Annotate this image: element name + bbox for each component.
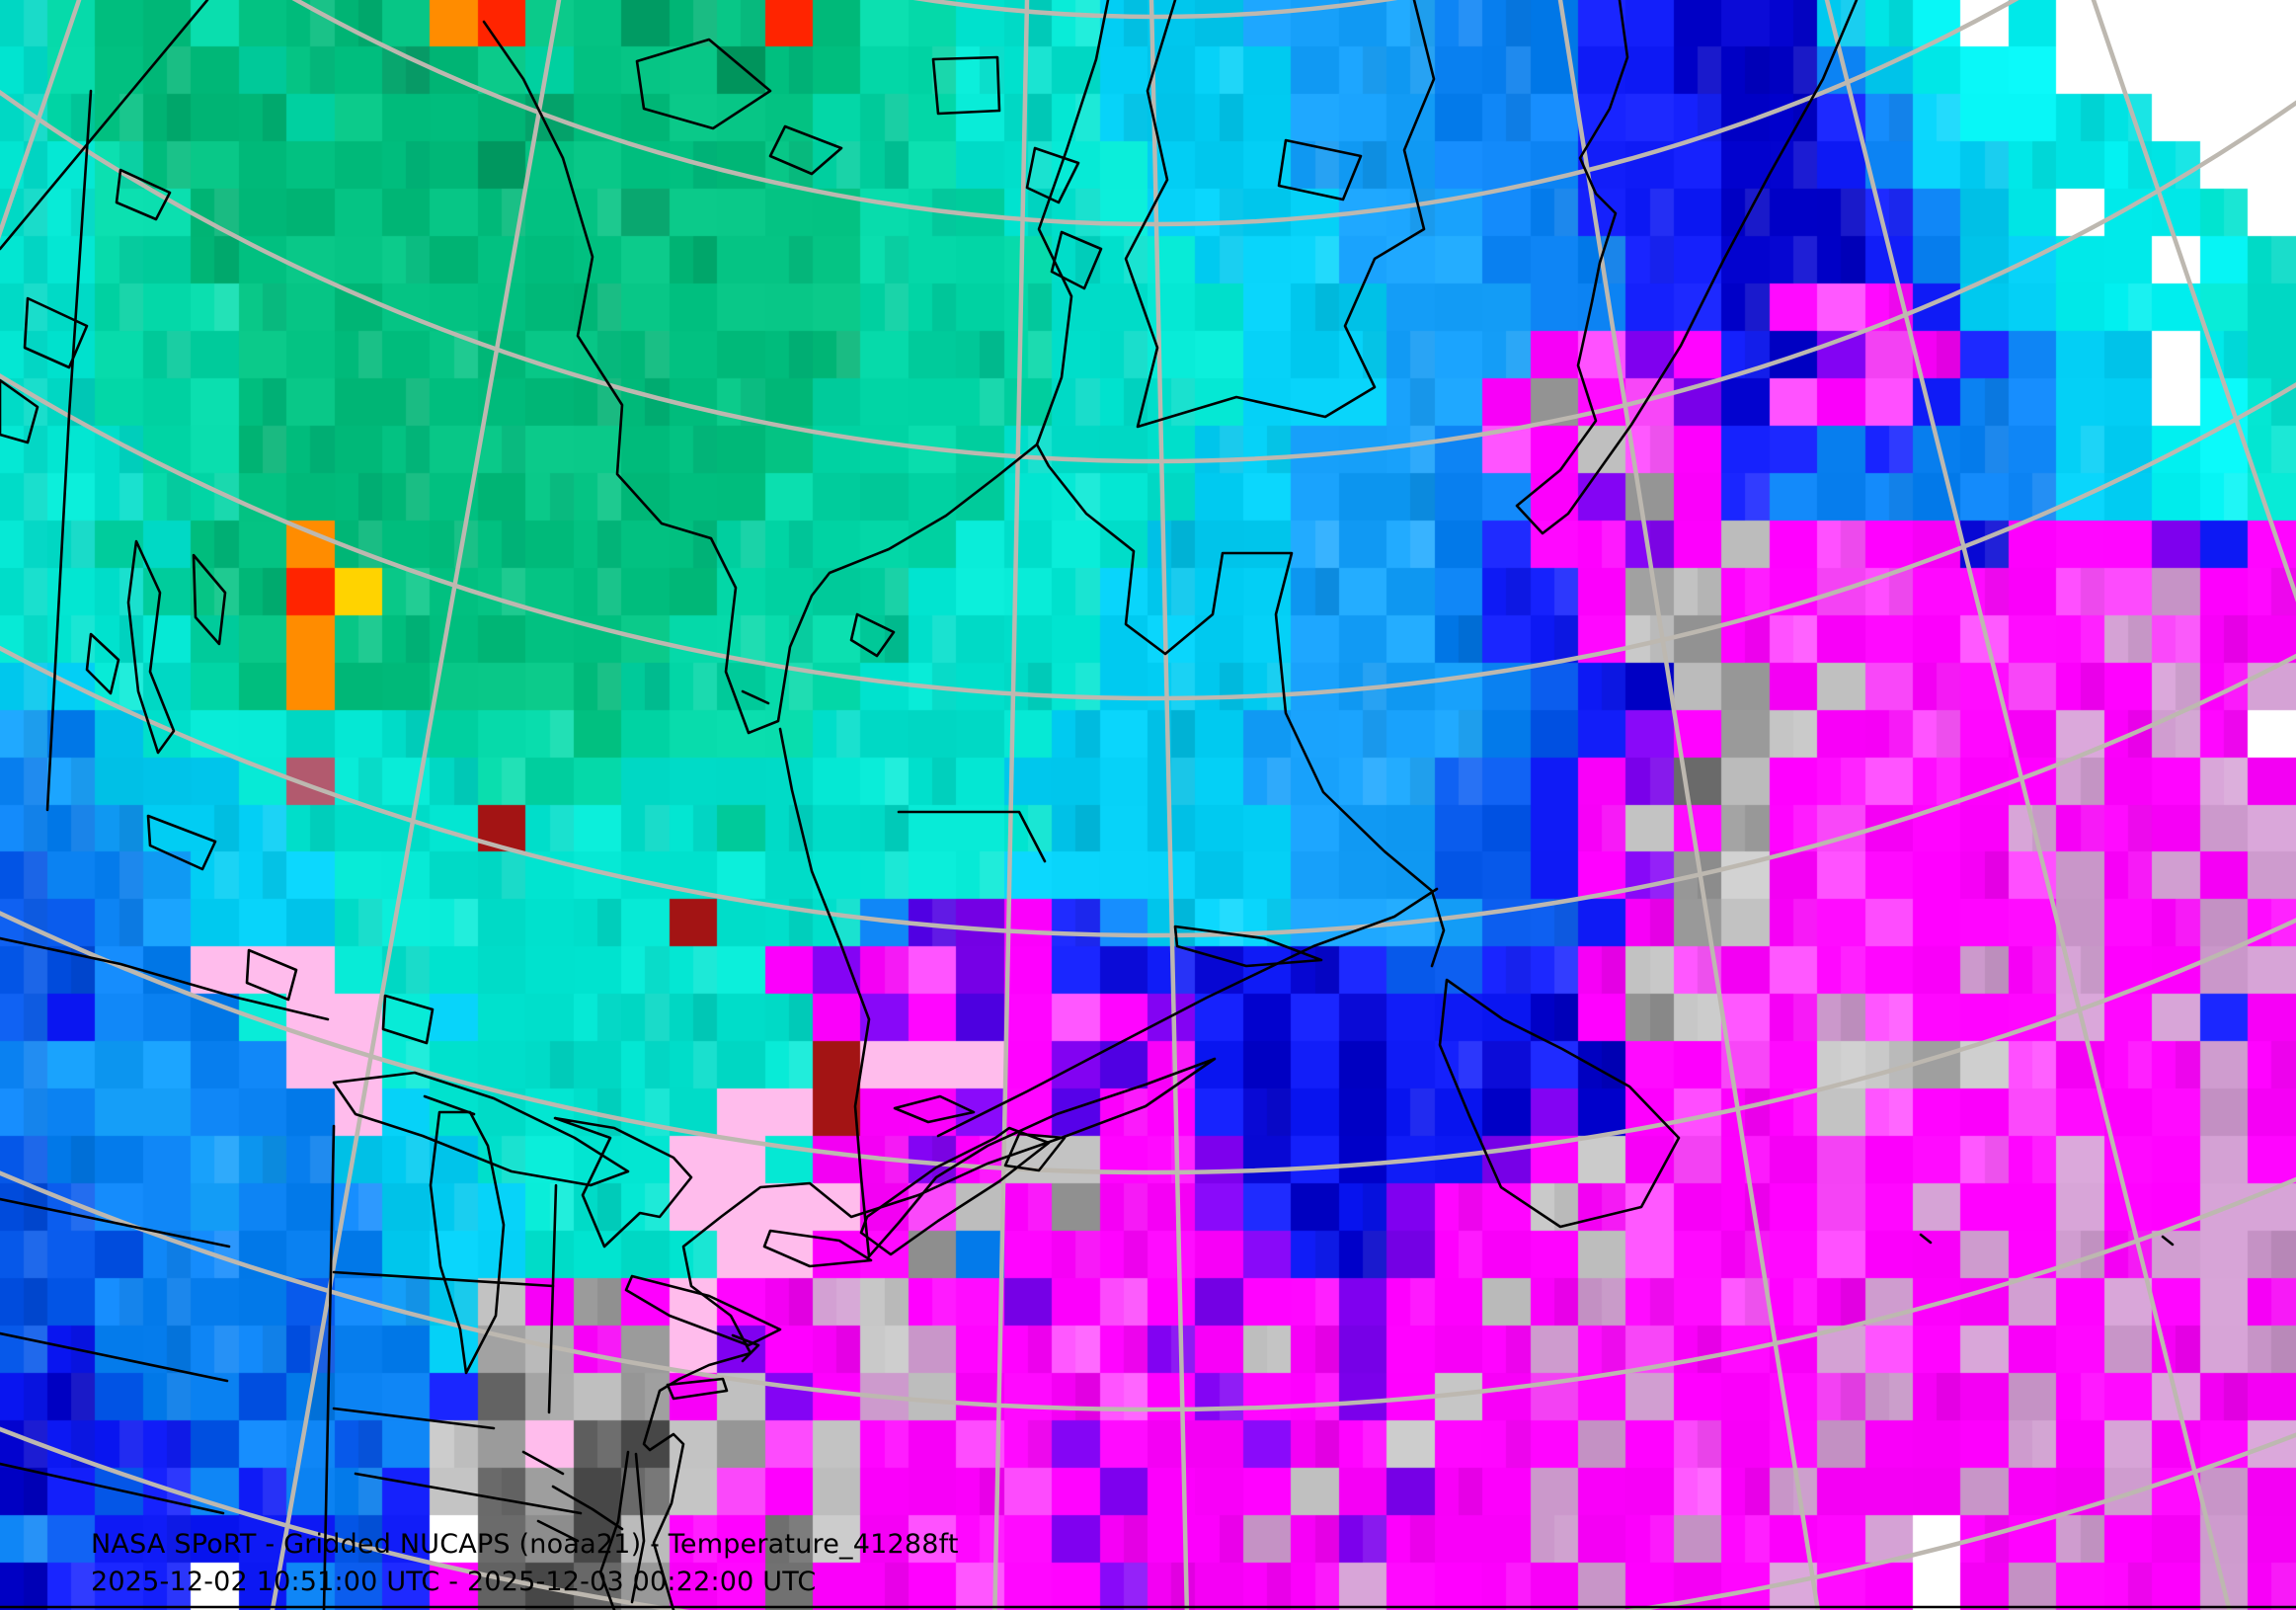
- chesapeake-bay-east: [630, 1452, 646, 1604]
- lake-manitoba: [85, 632, 120, 695]
- belcher-islands: [849, 612, 896, 658]
- lake-rainy: [245, 948, 298, 1002]
- border-ontario-quebec: [778, 727, 871, 1258]
- southampton-island: [635, 38, 772, 130]
- hudson-bay-coast: [482, 0, 1110, 735]
- greenland-coast: [1515, 0, 1859, 535]
- lake-small-west: [0, 378, 40, 444]
- long-island: [666, 1377, 729, 1401]
- cape-cod: [731, 1333, 760, 1363]
- nettilling-lake: [1277, 138, 1363, 201]
- lake-winnipeg: [126, 539, 176, 755]
- lake-ontario: [762, 1229, 873, 1268]
- lake-erie: [624, 1274, 782, 1347]
- border-us-canada: [0, 936, 330, 1021]
- lake-huron: [553, 1116, 693, 1248]
- lake-reindeer: [115, 168, 172, 221]
- border-diag-2: [0, 1331, 229, 1383]
- newfoundland: [1438, 978, 1681, 1229]
- new-brunswick-maine-coast: [677, 1181, 920, 1381]
- foxe-islets: [931, 55, 1001, 116]
- border-left-vertical: [45, 89, 93, 812]
- lake-athabasca: [23, 296, 89, 369]
- cape-breton: [1003, 1132, 1067, 1172]
- border-state-h1: [332, 1270, 555, 1288]
- coats-island: [768, 124, 843, 176]
- border-va-nc: [354, 1472, 583, 1515]
- akimiski-island: [741, 689, 770, 705]
- potomac-river: [551, 1485, 624, 1531]
- lake-winnipegosis: [192, 553, 227, 646]
- mid-atlantic-coast: [642, 1377, 685, 1610]
- islet-b: [1050, 230, 1103, 290]
- prince-edward-island: [893, 1094, 976, 1124]
- baffin-island-coast: [1124, 0, 1436, 429]
- lake-nipigon: [381, 994, 435, 1045]
- chesapeake-bay-west: [598, 1450, 630, 1610]
- border-state-vertical-1: [322, 1124, 336, 1610]
- border-diag-3: [0, 1462, 225, 1515]
- anticosti-island: [1173, 925, 1323, 968]
- quebec-north-shore: [936, 887, 1439, 1138]
- border-nw-diagonal: [0, 0, 209, 251]
- islet-a: [1025, 146, 1080, 204]
- border-state-vertical-2: [547, 1183, 558, 1414]
- nova-scotia: [859, 1126, 1051, 1256]
- border-diag-1: [0, 1197, 231, 1248]
- lake-of-the-woods: [146, 814, 217, 871]
- susquehanna-river: [521, 1450, 565, 1476]
- ungava-labrador-coast: [1035, 443, 1446, 968]
- lake-michigan: [429, 1110, 506, 1375]
- james-river: [536, 1519, 580, 1543]
- border-state-h2: [332, 1407, 496, 1430]
- lake-superior: [332, 1071, 630, 1187]
- border-quebec-labrador: [897, 810, 1047, 863]
- st-lawrence-south-shore: [867, 1057, 1217, 1258]
- islet-gulf-2: [2161, 1235, 2175, 1247]
- islet-gulf-1: [1919, 1233, 1933, 1245]
